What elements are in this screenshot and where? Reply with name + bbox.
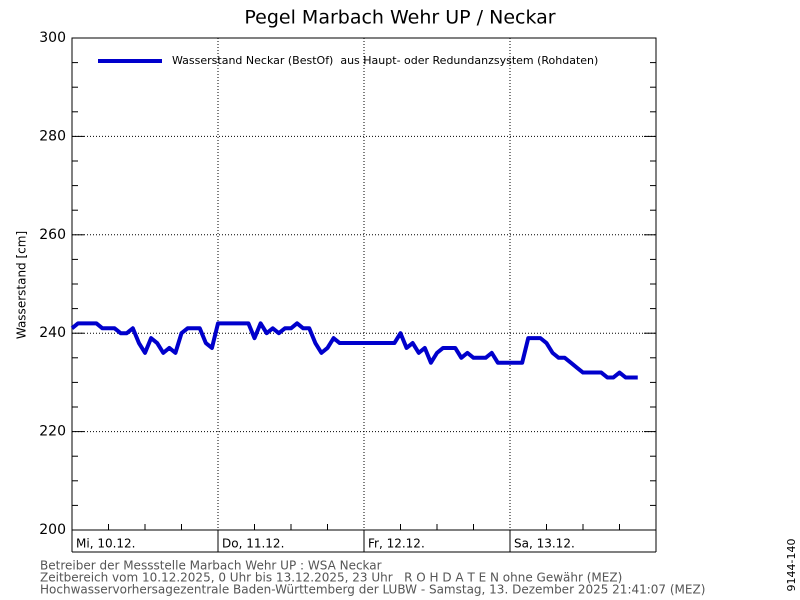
x-tick-label: Mi, 10.12. — [76, 537, 135, 551]
footer-line: Zeitbereich vom 10.12.2025, 0 Uhr bis 13… — [40, 571, 622, 585]
series-line — [70, 321, 638, 380]
legend-label: Wasserstand Neckar (BestOf) aus Haupt- o… — [172, 54, 598, 67]
y-axis-label: Wasserstand [cm] — [15, 231, 29, 339]
x-tick-label: Do, 11.12. — [222, 537, 284, 551]
footer-line: Hochwasservorhersagezentrale Baden-Württ… — [40, 583, 705, 597]
y-tick-label: 220 — [39, 424, 66, 440]
side-label: 9144-140 — [785, 539, 798, 592]
y-tick-label: 280 — [39, 128, 66, 144]
plot-frame — [71, 37, 657, 531]
y-tick-label: 200 — [39, 522, 66, 538]
x-tick-label: Sa, 13.12. — [514, 537, 575, 551]
footer-line: Betreiber der Messstelle Marbach Wehr UP… — [40, 559, 382, 573]
chart-title: Pegel Marbach Wehr UP / Neckar — [244, 7, 555, 29]
y-tick-label: 240 — [39, 325, 66, 341]
y-tick-label: 260 — [39, 227, 66, 243]
x-tick-label: Fr, 12.12. — [368, 537, 425, 551]
y-tick-label: 300 — [39, 30, 66, 46]
